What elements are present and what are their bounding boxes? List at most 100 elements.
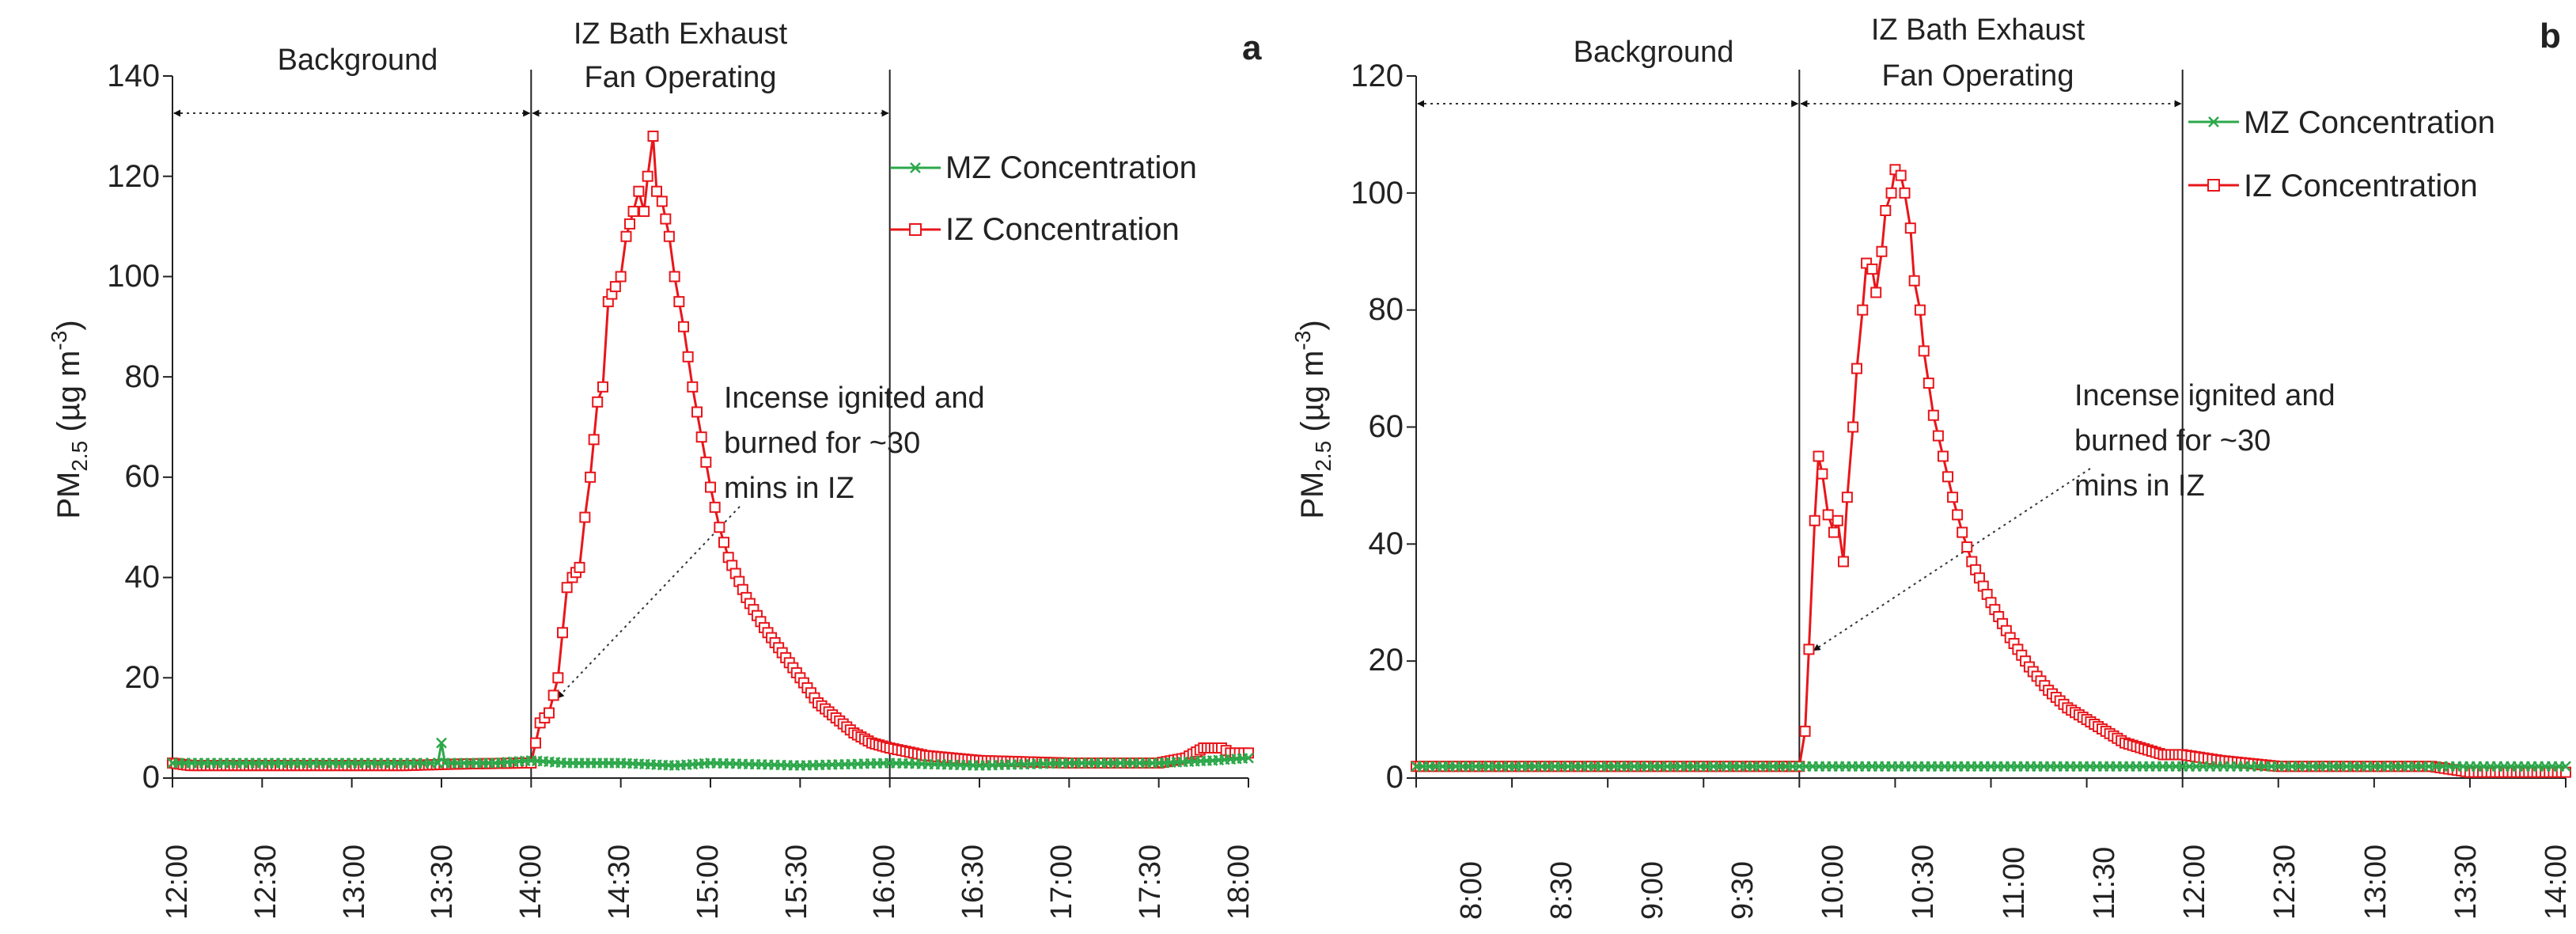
- panel-b-iz-point: [1947, 492, 1959, 503]
- panel-b-iz-point: [1822, 509, 1834, 521]
- panel-b-fan-label-line1: IZ Bath Exhaust: [1871, 13, 2085, 47]
- panel-b-legend-mz-marker: [2208, 116, 2219, 127]
- panel-b-iz-series-line: [1416, 167, 2566, 774]
- panel-b-xtick-label: 12:00: [2178, 845, 2211, 920]
- panel-a-iz-point: [597, 381, 608, 393]
- panel-b-iz-point: [1895, 169, 1907, 181]
- panel-a-iz-point: [620, 230, 632, 242]
- panel-b-iz-point: [1885, 187, 1897, 199]
- panel-a-mz-series-line: [172, 742, 1249, 767]
- panel-b-plot: [1407, 70, 2571, 788]
- panel-a-annotation-pointer: [556, 506, 741, 699]
- panel-a-iz-point: [695, 431, 707, 443]
- panel-b-legend-iz-marker: [2207, 179, 2220, 192]
- panel-a-legend-mz-label: MZ Concentration: [945, 150, 1197, 185]
- panel-b-iz-point: [1838, 556, 1850, 568]
- panel-a-iz-point: [647, 131, 659, 142]
- panel-b-xtick-label: 11:30: [2088, 847, 2121, 920]
- panel-a-iz-point: [718, 537, 729, 549]
- panel-a-xtick-label: 17:00: [1045, 845, 1078, 920]
- panel-a-xtick-label: 13:30: [426, 845, 459, 920]
- panel-b-iz-point: [1914, 304, 1926, 316]
- panel-a-fan-label-line2: Fan Operating: [585, 61, 777, 94]
- panel-a-ytick-label: 60: [125, 459, 161, 494]
- panel-a-y-ticks: 140 120 100 80 60 40 20 0: [107, 59, 160, 795]
- panel-b-y-axis-title: PM2.5 (µg m-3): [1290, 320, 1335, 518]
- panel-a-iz-point: [579, 511, 591, 523]
- panel-a-x-ticks: 12:00 12:30 13:00 13:30 14:00 14:30 15:0…: [161, 845, 1256, 920]
- panel-a-iz-point: [627, 206, 639, 218]
- panel-b-iz-point: [1918, 345, 1930, 357]
- panel-a-fan-label-line1: IZ Bath Exhaust: [574, 17, 788, 51]
- panel-b-iz-point: [1841, 492, 1853, 503]
- panel-a-legend-mz-marker: [910, 162, 921, 173]
- panel-b-xtick-label: 13:30: [2449, 845, 2483, 920]
- panel-a-iz-point: [585, 471, 597, 483]
- panel-a-annotation-line3: mins in IZ: [724, 472, 854, 505]
- panel-b-iz-point: [1813, 450, 1824, 462]
- panel-a-iz-point: [633, 185, 645, 197]
- panel-b-xtick-label: 12:30: [2268, 845, 2301, 920]
- panel-a-xtick-label: 18:00: [1222, 845, 1256, 920]
- panel-b-label: b: [2540, 17, 2561, 55]
- panel-b: b 120 100 80 60 40 20 0 PM2.5 (µg m-3) 8…: [1290, 13, 2573, 920]
- panel-b-iz-point: [1803, 644, 1815, 655]
- panel-a-iz-point: [547, 689, 559, 701]
- panel-b-iz-point: [1876, 245, 1888, 257]
- panel-a-iz-point: [544, 707, 555, 719]
- panel-a-iz-point: [557, 627, 568, 639]
- panel-a-ytick-label: 0: [142, 760, 160, 795]
- panel-b-fan-label-line2: Fan Operating: [1882, 59, 2074, 93]
- panel-b-iz-point: [1870, 287, 1882, 298]
- panel-b-iz-point: [1908, 275, 1920, 287]
- panel-a-legend: MZ Concentration IZ Concentration: [945, 150, 1197, 247]
- panel-b-xtick-label: 9:00: [1636, 861, 1669, 920]
- panel-a-label: a: [1242, 28, 1262, 67]
- panel-b-iz-point: [1937, 450, 1949, 462]
- panel-a-iz-point: [530, 737, 541, 749]
- panel-b-iz-point: [1899, 187, 1911, 199]
- panel-b-annotation-line1: Incense ignited and: [2074, 379, 2335, 412]
- panel-a-iz-point: [709, 501, 721, 513]
- panel-b-iz-point: [1952, 509, 1964, 521]
- panel-b-iz-point: [1809, 514, 1820, 526]
- panel-b-annotation-line2: burned for ~30: [2074, 424, 2271, 458]
- panel-a-ytick-label: 80: [125, 359, 161, 394]
- panel-b-annotation-line3: mins in IZ: [2074, 469, 2205, 503]
- panel-a-mz-point: [436, 737, 447, 749]
- panel-b-y-ticks: 120 100 80 60 40 20 0: [1351, 59, 1404, 795]
- panel-a-legend-iz-label: IZ Concentration: [945, 212, 1180, 247]
- panel-a-iz-point: [682, 351, 694, 363]
- panel-a-iz-point: [651, 185, 662, 197]
- panel-a-xtick-label: 15:30: [780, 845, 813, 920]
- panel-b-iz-point: [1851, 363, 1862, 374]
- panel-a-xtick-label: 16:00: [868, 845, 901, 920]
- panel-b-legend-mz-label: MZ Concentration: [2244, 105, 2495, 140]
- panel-b-xtick-label: 13:00: [2359, 845, 2392, 920]
- panel-a-iz-point: [638, 206, 650, 218]
- panel-a-iz-point: [609, 281, 621, 293]
- panel-b-iz-point: [1957, 526, 1968, 538]
- panel-a-iz-point: [656, 196, 668, 207]
- panel-b-iz-point: [1923, 378, 1934, 389]
- panel-a-iz-point: [642, 170, 653, 182]
- panel-b-legend-iz-label: IZ Concentration: [2244, 169, 2478, 203]
- panel-b-iz-point: [1832, 514, 1843, 526]
- panel-a-xtick-label: 14:00: [514, 845, 547, 920]
- panel-b-xtick-label: 10:30: [1907, 845, 1940, 920]
- panel-a-ytick-label: 40: [125, 560, 161, 594]
- panel-a-iz-point: [714, 522, 725, 533]
- panel-a-legend-iz-marker: [909, 223, 922, 236]
- panel-b-background-label: Background: [1574, 36, 1734, 69]
- panel-b-ytick-label: 60: [1369, 409, 1404, 444]
- panel-a-iz-point: [705, 481, 716, 493]
- panel-b-iz-point: [1961, 541, 1973, 553]
- panel-b-legend: MZ Concentration IZ Concentration: [2244, 105, 2495, 203]
- panel-b-iz-point: [1932, 430, 1944, 442]
- panel-b-ytick-label: 120: [1351, 59, 1404, 93]
- panel-a-xtick-label: 16:30: [957, 845, 990, 920]
- panel-a-iz-point: [615, 271, 627, 283]
- panel-a-iz-point: [574, 561, 585, 573]
- panel-a-iz-point: [624, 218, 635, 230]
